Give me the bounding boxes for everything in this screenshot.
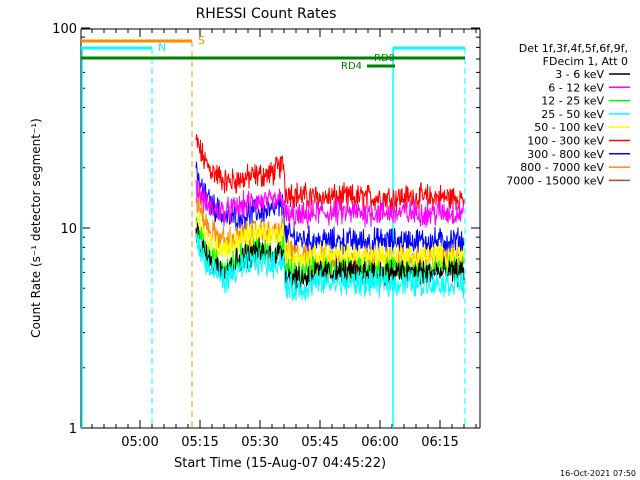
y-axis-label: Count Rate (s⁻¹ detector segment⁻¹) [29, 118, 43, 338]
legend-label: 800 - 7000 keV [520, 161, 604, 174]
legend-label: 300 - 800 keV [527, 148, 604, 161]
series-line-1 [195, 179, 465, 229]
series-line-5 [195, 134, 465, 213]
legend-label: 7000 - 15000 keV [506, 174, 604, 187]
marker-label-rd4: RD4 [341, 61, 362, 72]
marker-label-n: N [158, 41, 166, 54]
x-tick-label: 06:00 [361, 435, 398, 450]
marker-label-s: S [198, 34, 205, 47]
x-axis-label: Start Time (15-Aug-07 04:45:22) [174, 456, 386, 471]
timestamp: 16-Oct-2021 07:50 [560, 469, 636, 478]
x-tick-label: 05:00 [121, 435, 158, 450]
legend-header-line-1: Det 1f,3f,4f,5f,6f,9f, [519, 42, 628, 55]
legend-label: 25 - 50 keV [541, 108, 604, 121]
marker-label-rd0: RD0 [374, 53, 395, 64]
legend-header-line-2: FDecim 1, Att 0 [543, 55, 628, 68]
legend-label: 3 - 6 keV [555, 68, 604, 81]
legend-label: 6 - 12 keV [548, 81, 604, 94]
x-tick-label: 05:45 [301, 435, 338, 450]
plot-layer: 1 10 100 05:00 05:15 05:30 05:45 06:00 06:15 S N RD… [52, 22, 481, 450]
x-tick-label: 05:15 [181, 435, 218, 450]
y-tick-label: 1 [69, 422, 77, 437]
chart-title: RHESSI Count Rates [196, 6, 337, 22]
x-tick-label: 06:15 [421, 435, 458, 450]
legend-label: 50 - 100 keV [534, 121, 604, 134]
legend-label: 100 - 300 keV [527, 135, 604, 148]
legend-label: 12 - 25 keV [541, 95, 604, 108]
y-tick-label: 10 [60, 222, 77, 237]
series-line-3 [195, 233, 465, 301]
x-tick-label: 05:30 [241, 435, 278, 450]
y-tick-label: 100 [52, 22, 77, 37]
